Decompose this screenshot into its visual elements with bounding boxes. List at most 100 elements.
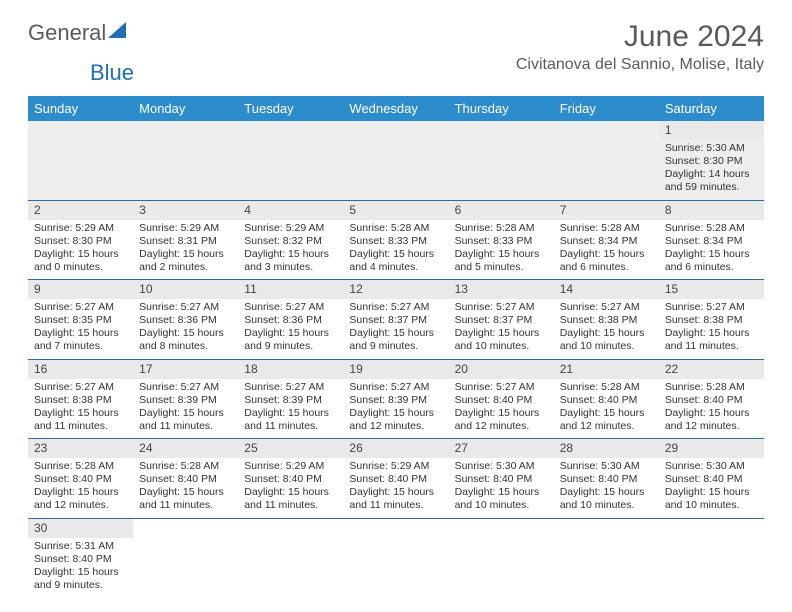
sunset-text: Sunset: 8:40 PM	[560, 394, 653, 407]
day-number: 20	[449, 360, 554, 379]
sunset-text: Sunset: 8:39 PM	[349, 394, 442, 407]
daylight-text: Daylight: 15 hours and 3 minutes.	[244, 248, 337, 274]
sunset-text: Sunset: 8:39 PM	[244, 394, 337, 407]
calendar-day-cell: 26Sunrise: 5:29 AMSunset: 8:40 PMDayligh…	[343, 439, 448, 519]
sunset-text: Sunset: 8:36 PM	[244, 314, 337, 327]
daylight-text: Daylight: 15 hours and 12 minutes.	[34, 486, 127, 512]
location: Civitanova del Sannio, Molise, Italy	[516, 56, 764, 74]
day-number: 30	[28, 519, 133, 538]
sunset-text: Sunset: 8:34 PM	[665, 235, 758, 248]
daylight-text: Daylight: 15 hours and 10 minutes.	[455, 486, 548, 512]
daylight-text: Daylight: 15 hours and 9 minutes.	[34, 566, 127, 592]
sunrise-text: Sunrise: 5:27 AM	[455, 381, 548, 394]
calendar-day-cell	[28, 121, 133, 200]
day-number: 9	[28, 280, 133, 299]
sunrise-text: Sunrise: 5:28 AM	[665, 381, 758, 394]
daylight-text: Daylight: 15 hours and 9 minutes.	[244, 327, 337, 353]
calendar-day-cell: 21Sunrise: 5:28 AMSunset: 8:40 PMDayligh…	[554, 359, 659, 439]
day-number: 4	[238, 201, 343, 220]
calendar-day-cell	[133, 518, 238, 597]
daylight-text: Daylight: 14 hours and 59 minutes.	[665, 168, 758, 194]
weekday-header: Tuesday	[238, 96, 343, 121]
calendar-day-cell: 3Sunrise: 5:29 AMSunset: 8:31 PMDaylight…	[133, 200, 238, 280]
day-number: 23	[28, 439, 133, 458]
calendar-day-cell: 22Sunrise: 5:28 AMSunset: 8:40 PMDayligh…	[659, 359, 764, 439]
sunset-text: Sunset: 8:40 PM	[34, 553, 127, 566]
day-number: 28	[554, 439, 659, 458]
sunrise-text: Sunrise: 5:27 AM	[139, 381, 232, 394]
sunrise-text: Sunrise: 5:30 AM	[455, 460, 548, 473]
day-number: 2	[28, 201, 133, 220]
calendar-day-cell: 18Sunrise: 5:27 AMSunset: 8:39 PMDayligh…	[238, 359, 343, 439]
daylight-text: Daylight: 15 hours and 11 minutes.	[244, 486, 337, 512]
calendar-day-cell: 15 Sunrise: 5:27 AMSunset: 8:38 PMDayligh…	[659, 280, 764, 360]
calendar-day-cell: 4 Sunrise: 5:29 AMSunset: 8:32 PMDaylight…	[238, 200, 343, 280]
sunrise-text: Sunrise: 5:28 AM	[665, 222, 758, 235]
day-number: 25	[238, 439, 343, 458]
day-number: 12	[343, 280, 448, 299]
calendar-day-cell: 20Sunrise: 5:27 AMSunset: 8:40 PMDayligh…	[449, 359, 554, 439]
sunrise-text: Sunrise: 5:28 AM	[139, 460, 232, 473]
weekday-header-row: Sunday Monday Tuesday Wednesday Thursday…	[28, 96, 764, 121]
daylight-text: Daylight: 15 hours and 11 minutes.	[665, 327, 758, 353]
calendar-day-cell	[554, 518, 659, 597]
calendar-week-row: 1Sunrise: 5:30 AMSunset: 8:30 PMDaylight…	[28, 121, 764, 200]
calendar-day-cell: 13Sunrise: 5:27 AMSunset: 8:37 PMDayligh…	[449, 280, 554, 360]
day-number: 17	[133, 360, 238, 379]
logo-part2: Blue	[90, 60, 134, 85]
calendar-day-cell: 27Sunrise: 5:30 AMSunset: 8:40 PMDayligh…	[449, 439, 554, 519]
sunset-text: Sunset: 8:30 PM	[34, 235, 127, 248]
daylight-text: Daylight: 15 hours and 12 minutes.	[349, 407, 442, 433]
sunrise-text: Sunrise: 5:27 AM	[244, 381, 337, 394]
sunset-text: Sunset: 8:30 PM	[665, 155, 758, 168]
sunrise-text: Sunrise: 5:28 AM	[349, 222, 442, 235]
calendar-week-row: 2 Sunrise: 5:29 AM Sunset: 8:30 PM Daylight…	[28, 200, 764, 280]
weekday-header: Friday	[554, 96, 659, 121]
calendar-day-cell: 11Sunrise: 5:27 AMSunset: 8:36 PMDayligh…	[238, 280, 343, 360]
sunrise-text: Sunrise: 5:30 AM	[665, 142, 758, 155]
calendar-day-cell: 7Sunrise: 5:28 AMSunset: 8:34 PMDaylight…	[554, 200, 659, 280]
calendar-day-cell	[449, 518, 554, 597]
calendar-day-cell	[554, 121, 659, 200]
daylight-text: Daylight: 15 hours and 10 minutes.	[455, 327, 548, 353]
sunrise-text: Sunrise: 5:29 AM	[349, 460, 442, 473]
sunset-text: Sunset: 8:33 PM	[349, 235, 442, 248]
sunrise-text: Sunrise: 5:29 AM	[244, 222, 337, 235]
calendar-day-cell	[238, 518, 343, 597]
sunset-text: Sunset: 8:37 PM	[455, 314, 548, 327]
calendar-day-cell: 14Sunrise: 5:27 AMSunset: 8:38 PMDayligh…	[554, 280, 659, 360]
day-number: 15	[659, 280, 764, 299]
daylight-text: Daylight: 15 hours and 6 minutes.	[560, 248, 653, 274]
calendar-week-row: 9 Sunrise: 5:27 AM Sunset: 8:35 PM Daylight…	[28, 280, 764, 360]
day-number: 11	[238, 280, 343, 299]
calendar-table: Sunday Monday Tuesday Wednesday Thursday…	[28, 96, 764, 597]
daylight-text: Daylight: 15 hours and 5 minutes.	[455, 248, 548, 274]
daylight-text: Daylight: 15 hours and 2 minutes.	[139, 248, 232, 274]
calendar-day-cell: 29Sunrise: 5:30 AMSunset: 8:40 PMDayligh…	[659, 439, 764, 519]
calendar-day-cell	[133, 121, 238, 200]
sunset-text: Sunset: 8:38 PM	[665, 314, 758, 327]
sunset-text: Sunset: 8:32 PM	[244, 235, 337, 248]
calendar-day-cell: 12Sunrise: 5:27 AMSunset: 8:37 PMDayligh…	[343, 280, 448, 360]
daylight-text: Daylight: 15 hours and 12 minutes.	[455, 407, 548, 433]
day-number: 6	[449, 201, 554, 220]
daylight-text: Daylight: 15 hours and 10 minutes.	[560, 327, 653, 353]
daylight-text: Daylight: 15 hours and 11 minutes.	[244, 407, 337, 433]
daylight-text: Daylight: 15 hours and 6 minutes.	[665, 248, 758, 274]
calendar-day-cell	[449, 121, 554, 200]
sunset-text: Sunset: 8:40 PM	[139, 473, 232, 486]
day-number: 13	[449, 280, 554, 299]
weekday-header: Wednesday	[343, 96, 448, 121]
day-number: 14	[554, 280, 659, 299]
calendar-week-row: 16Sunrise: 5:27 AMSunset: 8:38 PMDayligh…	[28, 359, 764, 439]
sunrise-text: Sunrise: 5:27 AM	[560, 301, 653, 314]
daylight-text: Daylight: 15 hours and 8 minutes.	[139, 327, 232, 353]
calendar-day-cell: 5Sunrise: 5:28 AMSunset: 8:33 PMDaylight…	[343, 200, 448, 280]
sunrise-text: Sunrise: 5:31 AM	[34, 540, 127, 553]
calendar-day-cell: 8Sunrise: 5:28 AMSunset: 8:34 PMDaylight…	[659, 200, 764, 280]
daylight-text: Daylight: 15 hours and 11 minutes.	[139, 486, 232, 512]
sunset-text: Sunset: 8:35 PM	[34, 314, 127, 327]
sunrise-text: Sunrise: 5:27 AM	[665, 301, 758, 314]
calendar-day-cell: 9Sunrise: 5:27 AMSunset: 8:35 PMDaylight…	[28, 280, 133, 360]
sunrise-text: Sunrise: 5:28 AM	[560, 222, 653, 235]
